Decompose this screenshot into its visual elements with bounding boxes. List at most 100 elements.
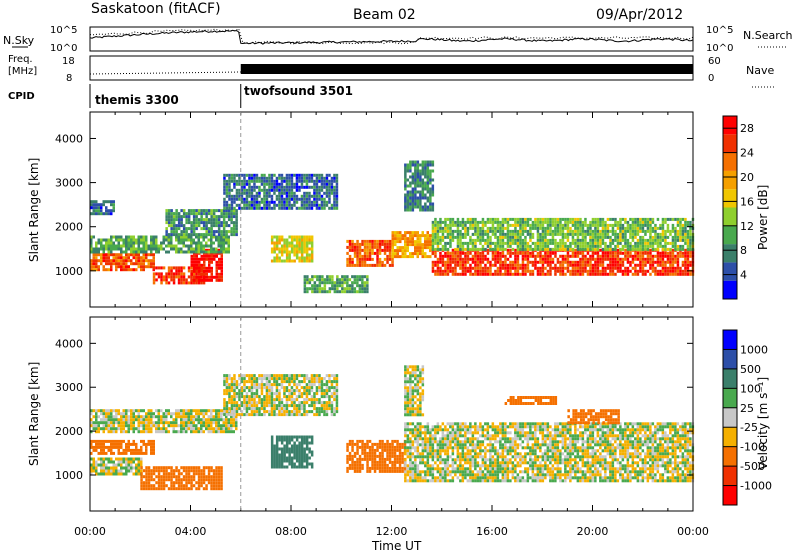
echo-cell [220,427,223,431]
echo-cell [524,263,527,267]
echo-cell [275,247,279,251]
echo-cell [454,229,457,233]
echo-cell [245,182,249,186]
echo-cell [212,484,216,488]
echo-cell [170,278,173,282]
echo-cell [549,238,552,242]
echo-cell [305,238,309,242]
echo-cell [147,412,150,416]
echo-cell [105,427,108,431]
echo-cell [205,230,208,234]
echo-cell [220,272,223,276]
echo-cell [147,469,151,473]
echo-cell [270,185,274,189]
echo-cell [654,272,657,276]
echo-cell [235,209,238,213]
echo-cell [197,484,201,488]
echo-cell [235,404,239,408]
echo-cell [150,265,153,269]
echo-cell [446,272,450,276]
echo-cell [664,269,667,273]
echo-cell [170,212,173,216]
echo-cell [205,421,208,425]
echo-cell [599,223,602,227]
echo-cell [456,251,460,255]
echo-cell [157,247,160,251]
echo-cell [170,215,173,219]
echo-cell [105,200,108,204]
echo-cell [92,200,95,204]
echo-cell [107,253,110,257]
echo-cell [230,401,234,405]
echo-cell [431,178,435,182]
echo-cell [107,200,110,204]
echo-cell [536,247,540,251]
echo-cell [464,263,467,267]
echo-cell [275,374,279,378]
echo-cell [686,220,690,224]
echo-cell [187,235,190,239]
echo-cell [459,241,462,245]
echo-cell [414,252,417,256]
echo-cell [220,221,223,225]
echo-cell [601,266,605,270]
echo-cell [233,176,236,180]
echo-cell [509,272,512,276]
echo-cell [671,257,675,261]
echo-cell [619,269,622,273]
echo-cell [526,257,530,261]
echo-cell [250,179,254,183]
echo-cell [120,445,123,449]
echo-cell [604,254,607,258]
echo-cell [95,442,98,446]
echo-cell [290,235,294,239]
echo-cell [646,254,650,258]
echo-cell [303,206,306,210]
echo-cell [576,223,580,227]
echo-cell [210,221,213,225]
echo-cell [243,380,246,384]
echo-cell [265,188,269,192]
echo-cell [222,212,226,216]
echo-cell [230,197,234,201]
echo-cell [200,209,203,213]
echo-cell [90,250,93,254]
echo-cell [436,223,440,227]
echo-cell [182,250,185,254]
echo-cell [258,176,261,180]
echo-cell [228,194,231,198]
echo-cell [639,260,642,264]
echo-cell [170,233,173,237]
echo-cell [446,266,450,270]
nave-tick-top: 60 [708,56,721,67]
echo-cell [674,217,677,221]
echo-cell [591,257,595,261]
echo-cell [137,412,140,416]
echo-cell [192,233,196,237]
echo-cell [217,244,220,248]
echo-cell [137,409,140,413]
echo-cell [205,248,208,252]
echo-cell [263,200,266,204]
echo-cell [177,272,181,276]
echo-cell [225,427,228,431]
echo-cell [381,248,384,252]
echo-cell [167,238,170,242]
echo-cell [222,247,225,251]
echo-cell [182,487,186,491]
echo-cell [190,418,193,422]
echo-cell [416,205,420,209]
echo-cell [499,229,502,233]
echo-cell [551,260,555,264]
echo-cell [351,263,354,267]
echo-cell [145,448,148,452]
echo-cell [624,238,627,242]
echo-cell [305,250,309,254]
echo-cell [97,238,100,242]
echo-cell [676,244,680,248]
echo-cell [363,242,367,246]
echo-cell [228,173,231,177]
echo-cell [132,241,135,245]
echo-cell [285,247,289,251]
